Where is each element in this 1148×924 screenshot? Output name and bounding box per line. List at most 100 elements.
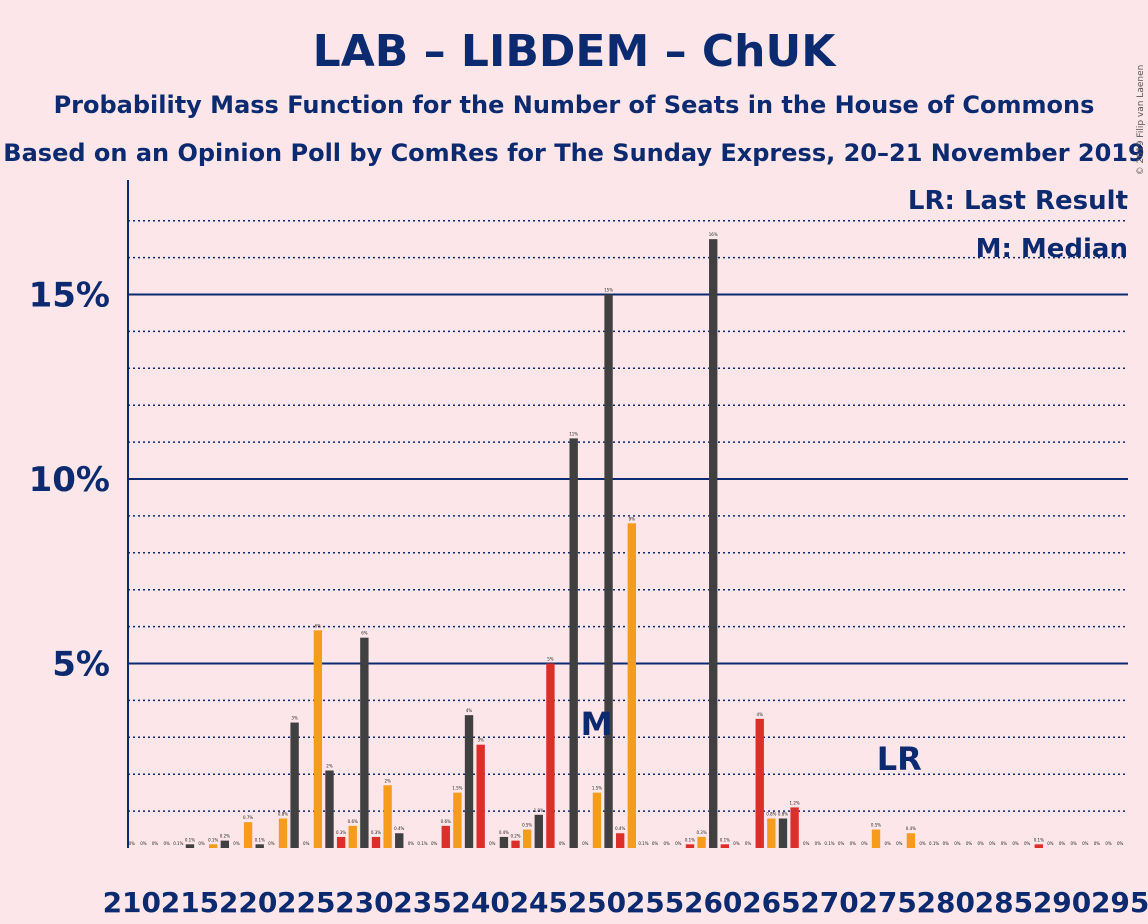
data-label-seat-229: 0.6%: [348, 819, 358, 824]
data-label-seat-224: 3%: [291, 716, 298, 721]
x-tick-label: 215: [161, 886, 219, 919]
bar-seat-229: [348, 825, 357, 848]
data-label-seat-261: 0.1%: [720, 837, 730, 842]
bar-seat-215: [185, 844, 195, 848]
median-marker: M: [581, 705, 613, 743]
data-label-seat-289: 0%: [1047, 841, 1054, 846]
data-label-seat-273: 0%: [861, 841, 868, 846]
bar-seat-277: [906, 833, 916, 848]
x-tick-label: 255: [626, 886, 684, 919]
data-label-seat-243: 0.2%: [510, 834, 520, 839]
legend-last-result: LR: Last Result: [908, 186, 1128, 216]
data-label-seat-223: 0.8%: [278, 811, 288, 816]
bar-seat-230: [360, 637, 369, 848]
y-tick-label: 10%: [29, 460, 110, 500]
data-label-seat-220: 0.7%: [243, 815, 253, 820]
data-label-seat-219: 0%: [233, 841, 240, 846]
legend-median: M: Median: [976, 234, 1128, 264]
data-label-seat-281: 0%: [954, 841, 961, 846]
x-tick-label: 280: [917, 886, 975, 919]
chart-subtitle-1: Probability Mass Function for the Number…: [54, 91, 1095, 119]
data-label-seat-245: 1.0%: [534, 808, 544, 813]
x-tick-label: 270: [800, 886, 858, 919]
data-label-seat-221: 0.1%: [255, 837, 265, 842]
data-label-seat-217: 0.1%: [208, 837, 218, 842]
data-label-seat-241: 0%: [489, 841, 496, 846]
data-label-seat-211: 0%: [140, 841, 147, 846]
data-label-seat-271: 0%: [838, 841, 845, 846]
data-label-seat-233: 0.4%: [394, 826, 404, 831]
bar-seat-223: [278, 818, 288, 848]
data-label-seat-291: 0%: [1070, 841, 1077, 846]
data-label-seat-231: 0.3%: [371, 830, 381, 835]
x-tick-label: 210: [103, 886, 161, 919]
data-label-seat-253: 9%: [629, 516, 636, 521]
chart-subtitle-2: Based on an Opinion Poll by ComRes for T…: [3, 139, 1144, 167]
bar-seat-274: [871, 829, 881, 848]
data-label-seat-252: 0.4%: [615, 826, 625, 831]
x-tick-label: 225: [277, 886, 335, 919]
data-label-seat-268: 0%: [803, 841, 810, 846]
bar-seat-233: [395, 833, 404, 848]
data-label-seat-236: 0%: [431, 841, 438, 846]
data-label-seat-212: 0%: [152, 841, 159, 846]
bar-seat-220: [243, 822, 253, 848]
data-label-seat-226: 6%: [315, 623, 322, 628]
data-label-seat-266: 0.8%: [778, 811, 788, 816]
x-tick-label: 240: [451, 886, 509, 919]
data-label-seat-234: 0%: [408, 841, 415, 846]
data-label-seat-276: 0%: [896, 841, 903, 846]
data-label-seat-287: 0%: [1024, 841, 1031, 846]
data-label-seat-264: 4%: [757, 712, 764, 717]
data-label-seat-272: 0%: [850, 841, 857, 846]
data-label-seat-278: 0%: [919, 841, 926, 846]
data-label-seat-232: 2%: [384, 778, 391, 783]
data-label-seat-227: 2%: [326, 764, 333, 769]
bar-seat-251: [604, 294, 613, 848]
x-tick-label: 295: [1091, 886, 1148, 919]
data-label-seat-251: 15%: [604, 288, 613, 293]
data-label-seat-279: 0.1%: [929, 841, 939, 846]
data-label-seat-237: 0.6%: [441, 819, 451, 824]
data-label-seat-239: 4%: [466, 708, 473, 713]
bar-seat-242: [499, 836, 509, 848]
data-label-seat-282: 0%: [966, 841, 973, 846]
bar-seat-267: [790, 807, 799, 848]
bar-seat-260: [709, 239, 718, 848]
bars: [185, 239, 1043, 848]
bar-seat-258: [685, 844, 695, 848]
bar-seat-231: [371, 836, 381, 848]
bar-seat-259: [697, 836, 706, 848]
data-label-seat-257: 0%: [675, 841, 682, 846]
x-tick-label: 220: [219, 886, 277, 919]
x-tick-label: 285: [975, 886, 1033, 919]
data-label-seat-254: 0.1%: [638, 841, 648, 846]
data-label-seat-228: 0.3%: [336, 830, 346, 835]
x-tick-label: 260: [684, 886, 742, 919]
data-label-seat-263: 0%: [745, 841, 752, 846]
bar-seat-253: [627, 523, 636, 848]
data-label-seat-280: 0%: [943, 841, 950, 846]
data-label-seat-259: 0.3%: [696, 830, 706, 835]
data-label-seat-244: 0.5%: [522, 823, 532, 828]
bar-seat-232: [383, 785, 392, 848]
bar-seat-248: [569, 438, 578, 848]
data-label-seat-214: 0.1%: [173, 841, 183, 846]
data-label-seat-265: 0.8%: [766, 811, 776, 816]
bar-seat-265: [767, 818, 776, 848]
x-tick-label: 245: [510, 886, 568, 919]
x-tick-label: 265: [742, 886, 800, 919]
data-label-seat-248: 11%: [569, 431, 578, 436]
bar-seat-227: [325, 770, 334, 848]
data-label-seat-230: 6%: [361, 631, 368, 636]
data-label-seat-275: 0%: [884, 841, 891, 846]
bar-seat-264: [755, 718, 764, 848]
data-label-seat-250: 1.5%: [592, 786, 602, 791]
bar-seat-237: [441, 825, 450, 848]
data-label-seat-216: 0%: [198, 841, 205, 846]
bar-seat-217: [209, 844, 218, 848]
data-label-seat-269: 0%: [815, 841, 822, 846]
bar-seat-228: [336, 836, 346, 848]
data-label-seat-267: 1.2%: [790, 800, 800, 805]
